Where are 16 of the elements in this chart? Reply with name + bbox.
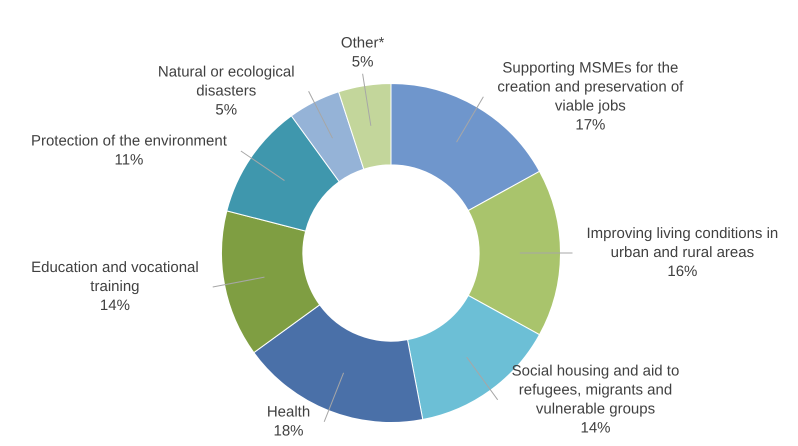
data-label: 5%	[215, 101, 238, 118]
slice-label: Other*	[340, 34, 384, 52]
data-label: 16%	[667, 263, 698, 280]
slice-label: Supporting MSMEs for the creation and preservation of viable jobs	[497, 59, 684, 114]
slice-label: Health	[266, 403, 310, 420]
slice-label: Social housing and aid to refugees, migrants and vulnerable groups	[512, 362, 680, 418]
data-label: 5%	[352, 53, 374, 70]
slice-label: Protection of the environment	[30, 132, 228, 150]
slice-label: Improving living conditions in urban and rural areas	[586, 225, 778, 262]
data-label: 17%	[575, 116, 606, 134]
slice-label: Natural or ecological disasters	[158, 63, 295, 100]
data-label: 14%	[580, 419, 611, 436]
slice-label: Education and vocational training	[31, 259, 199, 296]
data-label: 11%	[114, 152, 144, 169]
data-label: 14%	[100, 297, 130, 314]
data-label: 18%	[273, 422, 304, 440]
